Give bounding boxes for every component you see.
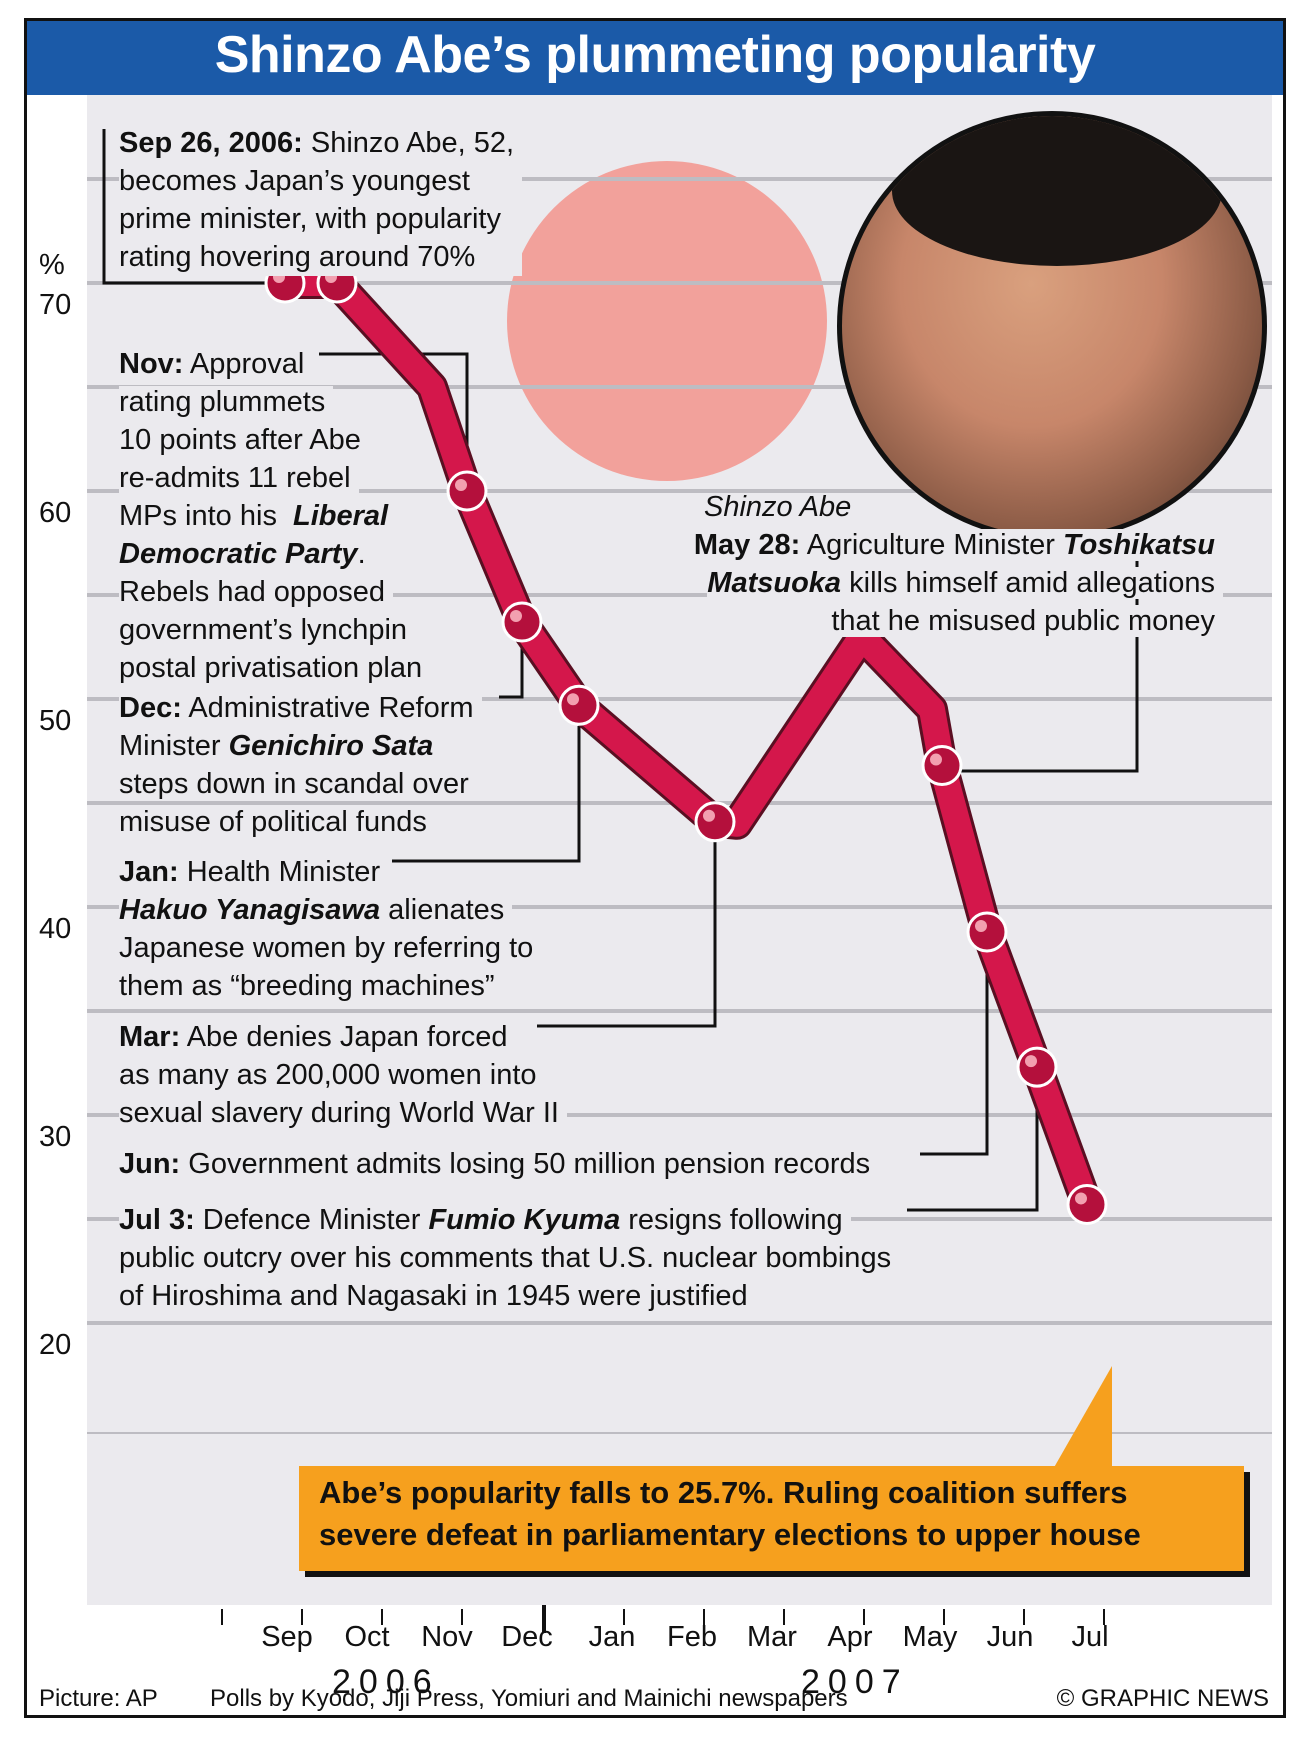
month-dec: Dec xyxy=(501,1621,553,1653)
data-point-highlight-2 xyxy=(455,479,467,491)
month-jul: Jul xyxy=(1071,1621,1109,1653)
annotation-dec: Dec: Administrative Reform Minister Geni… xyxy=(119,689,482,841)
callout-text: Abe’s popularity falls to 25.7%. Ruling … xyxy=(319,1475,1141,1552)
leader-jan xyxy=(392,726,581,863)
month-jun: Jun xyxy=(986,1621,1034,1653)
month-apr: Apr xyxy=(827,1621,873,1653)
y-tick-70: 70 xyxy=(39,289,72,321)
y-tick-40: 40 xyxy=(39,913,72,945)
year-2006: 2006 xyxy=(332,1663,440,1701)
portrait-hair xyxy=(892,116,1222,266)
leader-dec xyxy=(499,644,524,699)
annotation-jun: Jun: Government admits losing 50 million… xyxy=(119,1145,879,1183)
data-point-highlight-4 xyxy=(567,693,579,706)
annotation-sep: Sep 26, 2006: Shinzo Abe, 52, becomes Ja… xyxy=(119,124,523,276)
flag-red-circle xyxy=(507,161,827,481)
month-jan: Jan xyxy=(588,1621,636,1653)
annotation-mar: Mar: Abe denies Japan forced as many as … xyxy=(119,1018,567,1132)
callout-pointer xyxy=(1052,1366,1112,1471)
title-bar: Shinzo Abe’s plummeting popularity xyxy=(27,21,1283,95)
month-oct: Oct xyxy=(344,1621,390,1653)
annotation-may: May 28: Agriculture Minister Toshikatsu … xyxy=(693,526,1223,640)
month-mar: Mar xyxy=(747,1621,797,1653)
leader-jun xyxy=(920,957,989,1156)
month-nov: Nov xyxy=(421,1621,473,1653)
month-may: May xyxy=(902,1621,958,1653)
data-point-highlight-6 xyxy=(930,753,942,766)
annotation-jul: Jul 3: Defence Minister Fumio Kyuma resi… xyxy=(119,1201,900,1315)
callout-box: Abe’s popularity falls to 25.7%. Ruling … xyxy=(299,1466,1244,1571)
data-point-highlight-3 xyxy=(510,610,522,623)
callout-arrow xyxy=(1052,1366,1112,1471)
y-tick-30: 30 xyxy=(39,1121,72,1153)
leader-mar xyxy=(537,828,717,1028)
chart-canvas xyxy=(87,129,1272,1633)
data-point-highlight-7 xyxy=(975,919,987,932)
footer-picture-credit: Picture: AP xyxy=(39,1685,158,1712)
leader-sep xyxy=(102,129,285,285)
annotation-jan: Jan: Health Minister Hakuo Yanagisawa al… xyxy=(119,853,542,1005)
y-tick-20: 20 xyxy=(39,1329,72,1361)
month-feb: Feb xyxy=(667,1621,717,1653)
data-point-highlight-8 xyxy=(1025,1055,1037,1068)
month-sep: Sep xyxy=(261,1621,313,1653)
annotation-nov: Nov: Approval rating plummets 10 points … xyxy=(119,345,431,687)
year-2007: 2007 xyxy=(801,1663,909,1701)
y-axis-unit: % xyxy=(39,249,65,281)
data-point-highlight-9 xyxy=(1075,1192,1087,1205)
abe-portrait-photo xyxy=(837,111,1267,541)
data-point-highlight-5 xyxy=(703,809,715,822)
y-tick-60: 60 xyxy=(39,497,72,529)
leader-jul xyxy=(907,1083,1039,1212)
footer-source: Polls by Kyodo, Jiji Press, Yomiuri and … xyxy=(210,1685,848,1712)
chart-title: Shinzo Abe’s plummeting popularity xyxy=(214,26,1096,84)
infographic-frame: Shinzo Abe’s plummeting popularity Shinz… xyxy=(24,18,1286,1718)
y-tick-50: 50 xyxy=(39,705,72,737)
footer-copyright: © GRAPHIC NEWS xyxy=(1056,1685,1269,1712)
photo-caption: Shinzo Abe xyxy=(704,491,852,523)
